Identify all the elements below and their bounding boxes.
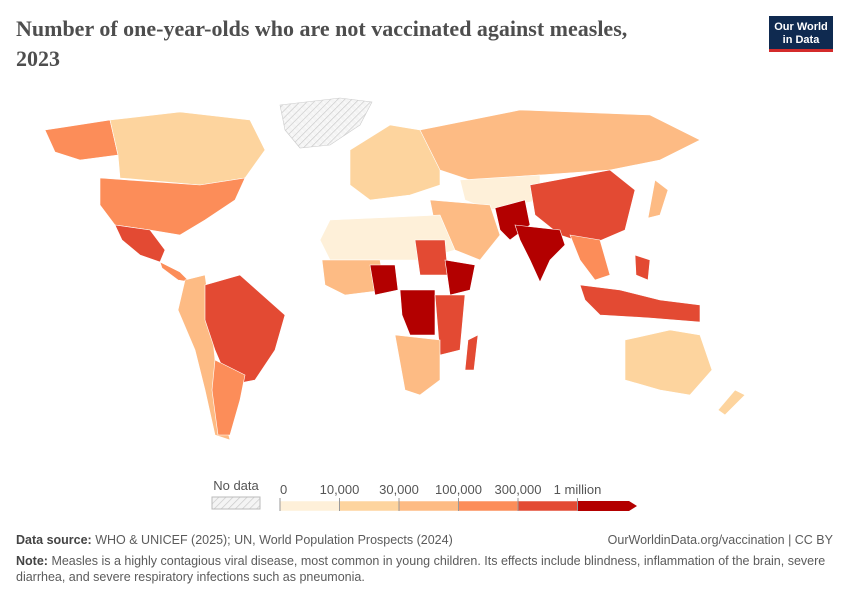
url[interactable]: OurWorldinData.org/vaccination | CC BY [607,533,833,547]
legend-tick-label: 100,000 [435,482,482,497]
legend-swatch [577,501,637,511]
legend: No data 0 10,000 30,000 100,000 300,000 1 mil… [211,478,637,512]
philippines [634,254,651,281]
india [514,224,566,283]
logo-line: Our World [774,21,828,33]
brazil [204,274,286,386]
source-label: Data source: [16,533,92,547]
madagascar [464,334,479,371]
no-data-label: No data [213,478,259,493]
chart-title: Number of one-year-olds who are not vacc… [16,16,628,71]
legend-swatch [339,500,400,512]
legend-swatch [517,500,578,512]
sudan [414,239,449,276]
logo-line: in Data [782,34,820,46]
japan [647,179,669,219]
logo[interactable]: Our World in Data [769,16,833,52]
southeast-asia [569,234,611,281]
australia [624,329,713,396]
west-africa [321,259,386,296]
legend-tick-label: 10,000 [320,482,360,497]
note: Note: Measles is a highly contagious vir… [16,553,826,585]
nigeria [369,264,399,296]
note-text: Measles is a highly contagious viral dis… [16,554,826,584]
legend-tick-label: 300,000 [495,482,542,497]
legend-tick-label: 0 [280,482,287,497]
legend-swatch [279,500,340,512]
central-america [159,261,191,283]
russia [419,109,701,181]
argentina [211,359,246,436]
europe [349,124,441,201]
legend-swatch [458,500,519,512]
alaska [44,119,119,161]
greenland [279,97,373,149]
canada [109,111,266,186]
legend-tick-label: 30,000 [379,482,419,497]
source-text: WHO & UNICEF (2025); UN, World Populatio… [95,533,453,547]
source: Data source: WHO & UNICEF (2025); UN, Wo… [16,533,453,547]
indonesia [579,284,701,323]
ethiopia [444,259,476,296]
world-map [44,97,746,441]
east-africa [434,294,466,356]
usa [99,177,246,236]
china [529,169,636,246]
note-label: Note: [16,554,48,568]
no-data-swatch [211,496,261,510]
southern-africa [394,334,441,396]
legend-tick-label: 1 million [554,482,602,497]
legend-swatch [398,500,459,512]
new-zealand [717,389,746,416]
congo [399,289,436,336]
